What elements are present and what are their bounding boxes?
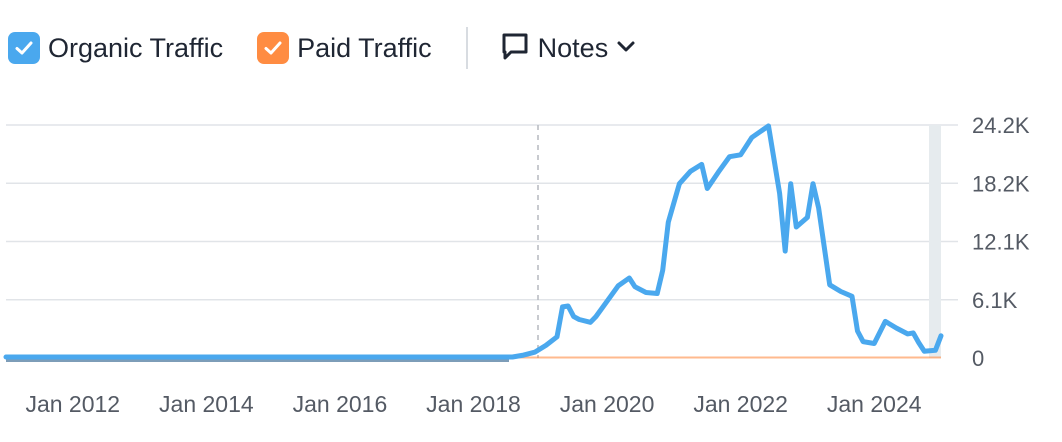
- y-tick-label: 24.2K: [972, 113, 1030, 138]
- series-line-organic-traffic: [3, 123, 944, 360]
- y-tick-label: 12.1K: [972, 230, 1030, 255]
- legend-divider: [465, 27, 468, 69]
- legend-item-paid-traffic[interactable]: Paid Traffic: [257, 32, 432, 64]
- x-tick-label: Jan 2022: [693, 391, 788, 417]
- check-icon[interactable]: [8, 32, 40, 64]
- notes-label: Notes: [537, 32, 609, 63]
- x-tick-label: Jan 2014: [159, 391, 254, 417]
- series-lines: [3, 123, 944, 360]
- current-period-band: [929, 125, 941, 358]
- y-axis-ticks: 0 6.1K 12.1K 18.2K 24.2K: [972, 113, 1030, 371]
- x-tick-label: Jan 2018: [426, 391, 521, 417]
- y-tick-label: 18.2K: [972, 171, 1030, 196]
- x-tick-label: Jan 2020: [560, 391, 655, 417]
- legend-label-paid: Paid Traffic: [297, 32, 432, 63]
- x-tick-label: Jan 2012: [25, 391, 120, 417]
- legend-label-organic: Organic Traffic: [48, 32, 224, 63]
- x-tick-label: Jan 2024: [827, 391, 922, 417]
- y-tick-label: 6.1K: [972, 288, 1018, 313]
- x-tick-label: Jan 2016: [293, 391, 388, 417]
- comment-icon: [500, 31, 530, 66]
- check-icon[interactable]: [257, 32, 290, 64]
- x-axis-ticks: Jan 2012 Jan 2014 Jan 2016 Jan 2018 Jan 2020…: [25, 391, 921, 417]
- legend-item-organic-traffic[interactable]: Organic Traffic: [8, 32, 223, 64]
- chevron-down-icon: [616, 36, 636, 61]
- grid-lines: [6, 124, 958, 301]
- chart-legend: Organic Traffic Paid Traffic Notes: [8, 26, 636, 70]
- y-tick-label: 0: [972, 346, 984, 371]
- notes-dropdown-button[interactable]: Notes: [500, 31, 637, 66]
